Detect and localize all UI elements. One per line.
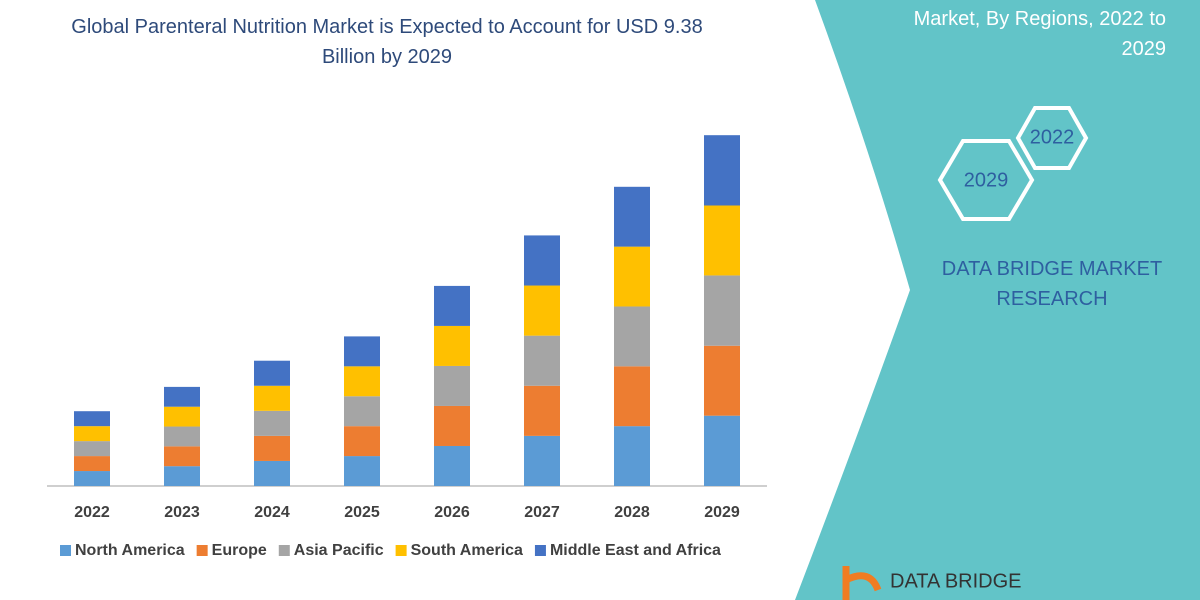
x-tick-label: 2024 [254,504,290,521]
bar-segment [164,466,200,486]
bar-segment [164,446,200,467]
hexagon [1015,106,1089,170]
bar-segment [164,386,200,407]
legend-swatch [278,545,290,556]
legend-label: North America [75,542,185,559]
bar-segment [74,456,110,472]
bar-segment [344,456,380,486]
bar-segment [74,441,110,457]
legend-label: Middle East and Africa [550,542,721,559]
bar-segment [704,205,740,276]
bar-segment [614,306,650,367]
bar-segment [164,426,200,447]
x-tick-label: 2026 [434,504,470,521]
legend-swatch [196,545,208,556]
bar-segment [254,460,290,486]
bar-segment [344,426,380,457]
hex-label: 2029 [964,169,1009,191]
bar-segment [164,406,200,427]
bar-segment [614,426,650,486]
legend-swatch [60,545,71,556]
bar-segment [524,435,560,486]
x-tick-label: 2027 [524,504,560,521]
x-tick-label: 2023 [164,504,200,521]
bar-segment [254,435,290,461]
logo-icon [842,566,882,600]
bar-segment [614,366,650,427]
bar-segment [704,135,740,206]
bar-segment [524,385,560,436]
brand-text: DATA BRIDGE MARKET RESEARCH [941,258,1163,310]
bar-segment [704,415,740,486]
legend-label: Europe [212,542,267,559]
legend-swatch [395,545,407,556]
panel-heading: Market, By Regions, 2022 to 2029 [913,8,1166,60]
bar-segment [524,335,560,386]
bar-segment [434,325,470,366]
hex-label: 2022 [1030,126,1075,148]
x-tick-label: 2029 [704,504,740,521]
x-tick-label: 2028 [614,504,650,521]
x-tick-label: 2025 [344,504,380,521]
bar-segment [254,410,290,436]
bar-segment [434,405,470,446]
bar-segment [704,275,740,346]
bar-segment [524,235,560,286]
chart-title: Global Parenteral Nutrition Market is Ex… [71,16,703,68]
bar-segment [344,396,380,427]
bar-segment [344,366,380,397]
bar-segment [614,186,650,247]
bar-segment [434,445,470,486]
bar-segment [74,471,110,486]
bar-segment [614,246,650,307]
legend-label: Asia Pacific [294,542,384,559]
hexagon [937,139,1035,221]
legend-label: South America [411,542,523,559]
logo-text: DATA BRIDGE [890,570,1022,592]
bar-segment [434,285,470,326]
bar-segment [74,426,110,442]
bar-segment [344,336,380,367]
bar-segment [74,411,110,427]
legend-swatch [534,545,546,556]
bar-segment [254,385,290,411]
bar-segment [704,345,740,416]
bar-segment [254,360,290,386]
teal-panel [795,0,1200,600]
bar-segment [434,365,470,406]
x-tick-label: 2022 [74,504,110,521]
bar-segment [524,285,560,336]
